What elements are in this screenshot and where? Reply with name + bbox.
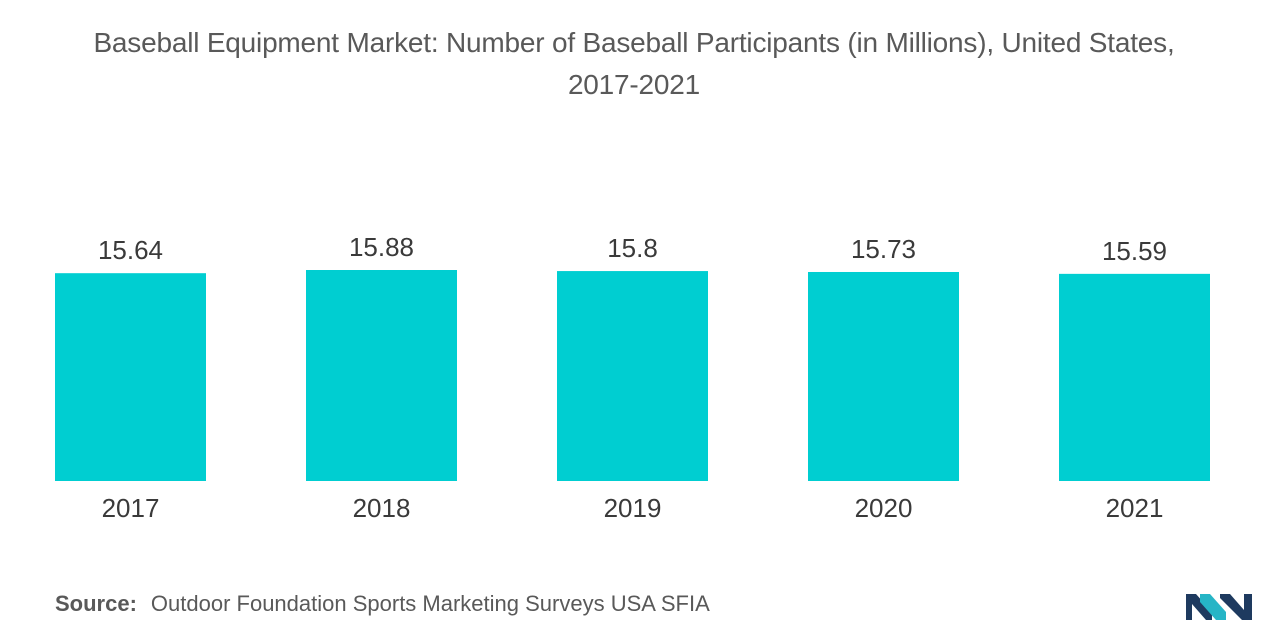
value-label-2017: 15.64 (98, 235, 163, 265)
category-label-2018: 2018 (353, 493, 411, 523)
value-label-2021: 15.59 (1102, 236, 1167, 266)
category-label-2019: 2019 (604, 493, 662, 523)
value-label-2020: 15.73 (851, 234, 916, 264)
chart-title-line-2: 2017-2021 (567, 69, 701, 100)
chart-title-line-1: Baseball Equipment Market: Number of Bas… (93, 27, 1175, 58)
bar-2017 (55, 273, 206, 481)
bar-2018 (306, 270, 457, 481)
bar-2020 (808, 271, 959, 481)
source-text: Outdoor Foundation Sports Marketing Surv… (150, 591, 710, 616)
value-label-2018: 15.88 (349, 232, 414, 262)
source-note: Source: Outdoor Foundation Sports Marketi… (55, 591, 710, 617)
bar-2021 (1059, 273, 1210, 481)
bar-2019 (557, 271, 708, 481)
category-label-2020: 2020 (855, 493, 913, 523)
chart-title: Baseball Equipment Market: Number of Bas… (0, 22, 1268, 106)
mordor-logo-icon (1186, 594, 1252, 620)
category-label-2017: 2017 (102, 493, 160, 523)
category-label-2021: 2021 (1106, 493, 1164, 523)
value-label-2019: 15.8 (607, 233, 658, 263)
source-label: Source: (55, 591, 137, 616)
